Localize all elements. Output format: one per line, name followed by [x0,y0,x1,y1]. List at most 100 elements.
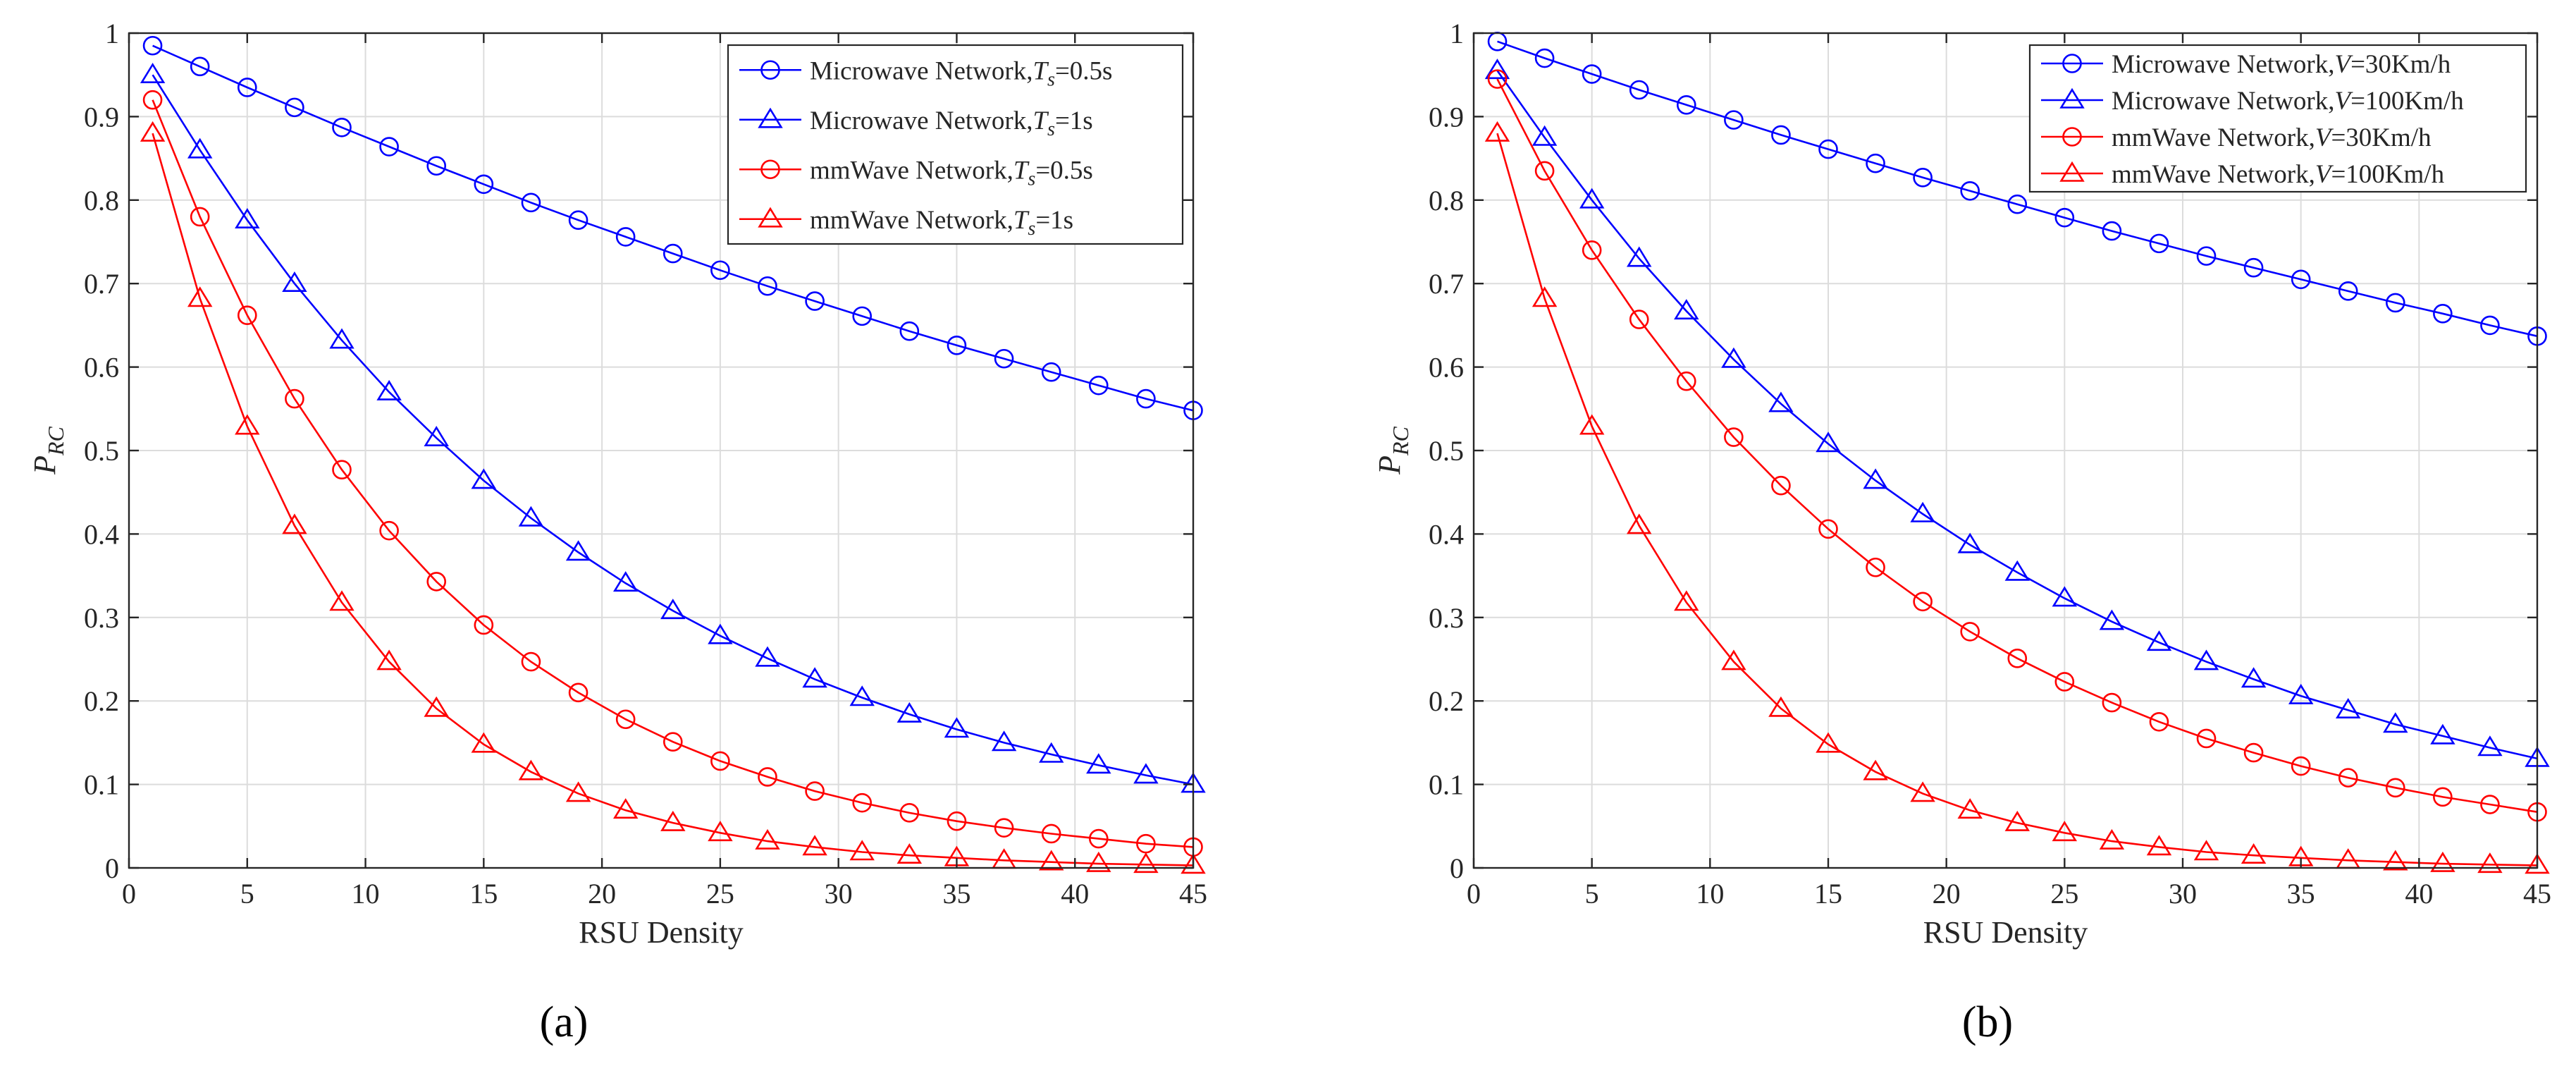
legend-swatch-marker [2059,87,2085,109]
series-3 [142,90,1203,857]
y-tick-label: 0.8 [84,185,119,216]
legend-swatch-marker [760,159,780,180]
x-tick-label: 5 [1585,878,1599,909]
data-point [2433,787,2453,807]
legend-item: mmWave Network,V=100Km/h [2041,160,2445,189]
data-point [805,291,825,311]
data-point [2241,667,2267,688]
series-line [1496,78,2538,813]
legend-swatch-marker [758,207,783,228]
data-point [2335,698,2361,719]
data-point [947,336,967,355]
legend-label: Microwave Network,V=30Km/h [2112,50,2451,79]
data-point [802,835,827,856]
legend-box [727,44,1184,245]
data-point [1957,532,1983,553]
legend-label: mmWave Network,V=30Km/h [2112,123,2432,152]
y-tick-label: 0.2 [84,685,119,717]
data-point [190,207,210,227]
data-point [663,732,683,752]
legend-swatch-marker [2062,54,2082,73]
data-point [474,174,494,195]
series-line [152,74,1194,785]
legend: Microwave Network,V=30Km/h Microwave Netw… [2028,44,2527,193]
legend-item: mmWave Network,V=30Km/h [2041,123,2432,152]
data-point [1088,828,1109,849]
data-point [282,513,307,534]
data-point [899,803,920,823]
x-tick-label: 20 [588,878,616,909]
data-point [1724,110,1744,130]
data-point [2288,683,2314,704]
data-point [568,682,588,703]
data-point [329,590,355,611]
data-point [1960,180,1980,201]
chart-panel-b: 0 5 10 15 20 25 30 35 40 45 0 0.1 0.2 0.3 0.4 0.5 0.6 0.7… [1372,18,2551,950]
data-point [190,56,210,77]
data-point [660,810,686,831]
x-tick-label: 0 [122,878,136,909]
data-point [565,781,591,802]
data-point [758,276,777,296]
y-axis-label: PRC [1372,426,1413,474]
y-axis-label-sub: RC [1388,426,1413,456]
data-point [1957,798,1983,819]
data-point [710,751,730,771]
data-point [424,696,449,717]
data-point [994,348,1014,369]
data-point [615,709,636,730]
data-point [802,667,827,688]
y-tick-label: 0.8 [1429,185,1464,216]
series-1 [142,35,1203,420]
data-point [1816,431,1841,453]
data-point [1626,513,1652,534]
x-tick-label: 45 [1179,878,1207,909]
data-point [710,260,730,281]
data-point [2054,207,2075,228]
data-point [282,271,307,293]
chart-panel-a: 0 5 10 15 20 25 30 35 40 45 0 0.1 0.2 0.3 0.4 0.5 0.6 0.7… [27,18,1207,950]
series-line [1496,70,2538,760]
data-point [1629,310,1649,329]
data-point [663,243,683,264]
data-point [2052,586,2078,607]
data-point [758,767,777,787]
data-point [755,828,780,850]
data-point [237,305,257,325]
data-point [285,97,304,118]
x-tick-label: 20 [1933,878,1961,909]
y-tick-label: 0.6 [84,352,119,384]
legend-swatch-marker [2062,127,2082,147]
data-point [1582,240,1602,260]
data-point [1913,592,1933,612]
caption-a: (a) [540,998,588,1046]
data-point [1768,391,1794,412]
data-point [2433,304,2453,324]
data-point [708,821,733,842]
legend-item: mmWave Network,Ts=0.5s [739,156,1093,190]
data-point [2430,851,2455,872]
data-point [1534,48,1555,68]
data-point [2193,840,2219,861]
data-point [285,388,304,409]
data-point [2477,852,2503,874]
y-tick-label: 0.3 [1429,602,1464,634]
data-point [1913,168,1933,188]
data-point [896,702,923,723]
data-point [2383,850,2408,871]
data-point [2241,843,2267,864]
y-tick-label: 0.1 [84,769,119,801]
data-point [140,63,166,83]
data-point [2099,609,2125,630]
data-point [1866,557,1885,577]
y-tick-label: 0.7 [1429,268,1464,300]
legend-swatch-marker [2059,161,2085,182]
legend-label: Microwave Network,V=100Km/h [2112,87,2464,116]
y-tick-label: 0.5 [84,435,119,467]
data-point [2102,692,2122,713]
y-tick-label: 0.4 [84,518,119,550]
legend-label: mmWave Network,Ts=0.5s [810,156,1093,190]
data-point [1181,853,1206,874]
data-point [1910,501,1935,522]
